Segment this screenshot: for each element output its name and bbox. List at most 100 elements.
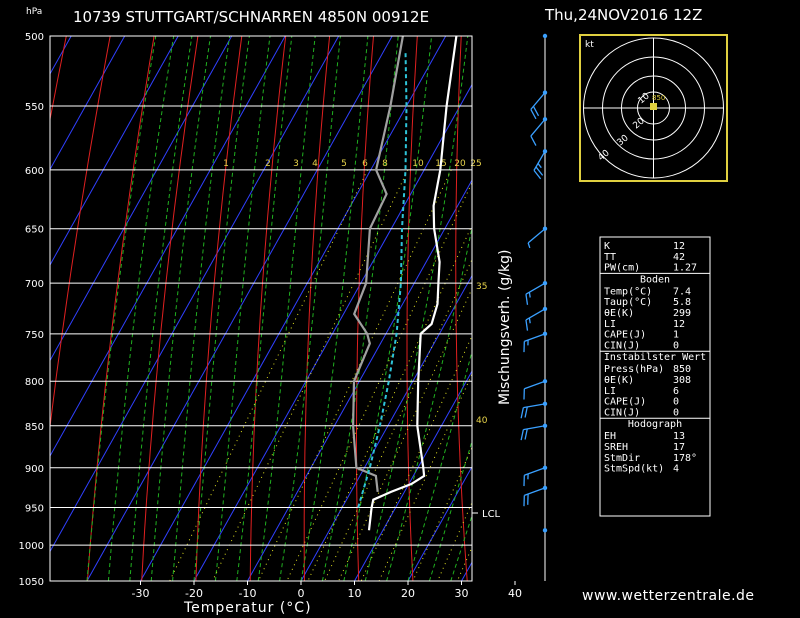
wind-barb-feather	[520, 429, 524, 441]
moist-adiabat-line	[343, 36, 433, 581]
wind-barb	[523, 467, 546, 487]
mixing-ratio-label: 20	[454, 159, 466, 169]
index-label: SREH	[604, 442, 628, 453]
mixing-ratio-label: 2	[265, 159, 271, 169]
x-axis-title: Temperatur (°C)	[183, 600, 312, 616]
mixing-ratio-line	[286, 181, 472, 581]
mixing-ratio-line	[169, 169, 368, 581]
pressure-tick-label: 1050	[19, 577, 44, 588]
index-value: 12	[673, 319, 685, 330]
wind-barb	[523, 333, 546, 353]
x-tick-label: -30	[132, 587, 150, 600]
moist-adiabat-line	[214, 36, 271, 581]
index-label: PW(cm)	[604, 263, 640, 274]
index-value: 7.4	[673, 286, 691, 297]
pressure-tick-label: 650	[25, 225, 44, 236]
index-label: CAPE(J)	[604, 330, 646, 341]
dry-adiabat-line	[455, 36, 468, 581]
isotherm-line	[515, 36, 800, 581]
index-label: TT	[604, 252, 616, 263]
wind-barb	[523, 380, 546, 400]
pressure-tick-label: 750	[25, 330, 44, 341]
mixing-ratio-label: 1	[223, 159, 229, 169]
x-tick-label: -10	[239, 587, 257, 600]
pressure-tick-label: 850	[25, 422, 44, 433]
sounding-profiles	[351, 36, 458, 531]
wind-barb-feather	[535, 166, 544, 176]
mixing-ratio-label: 10	[412, 159, 424, 169]
moist-adiabat-line	[150, 36, 211, 581]
index-value: 5.8	[673, 297, 691, 308]
index-value: 13	[673, 431, 685, 442]
footer-url: www.wetterzentrale.de	[582, 588, 755, 604]
x-tick-label: 20	[401, 587, 415, 600]
mixing-ratio-label: 5	[341, 159, 347, 169]
index-label: CIN(J)	[604, 407, 640, 418]
moist-adiabat-line	[86, 36, 157, 581]
mixing-ratio-line	[488, 170, 666, 581]
isotherm-line	[193, 83, 472, 581]
dry-adiabat-line	[195, 36, 243, 581]
moist-adiabat-line	[279, 36, 341, 581]
pressure-tick-label: 600	[25, 166, 44, 177]
mixing-ratio-axis-title: Mischungsverh. (g/kg)	[497, 250, 513, 405]
index-label: Taup(°C)	[604, 297, 652, 308]
wind-barb	[523, 487, 546, 507]
moist-adiabat-line	[257, 36, 316, 581]
index-section-title: Hodograph	[628, 419, 682, 430]
index-label: Press(hPa)	[604, 364, 664, 375]
dry-adiabat-line	[549, 36, 576, 581]
mixing-ratio-label: 3	[293, 159, 299, 169]
wind-barb	[525, 308, 546, 331]
mixing-ratio-label: 40	[476, 416, 488, 426]
parcel-profile-line	[357, 50, 408, 508]
dry-adiabat-line	[50, 36, 111, 431]
moist-adiabat-line	[236, 36, 293, 581]
index-label: LI	[604, 386, 616, 397]
dewpoint-profile-line	[351, 36, 404, 493]
index-label: LI	[604, 319, 616, 330]
wind-profile	[520, 33, 548, 581]
hodograph-storm-marker	[650, 103, 657, 110]
isotherm-line	[354, 370, 472, 581]
index-value: 17	[673, 442, 685, 453]
dry-adiabat-line	[141, 36, 199, 581]
hodograph-frame	[579, 34, 728, 182]
isotherm-line	[0, 36, 18, 581]
wind-barb	[530, 92, 546, 120]
temperature-profile-line	[367, 36, 458, 531]
index-value: 299	[673, 308, 691, 319]
pressure-axis: 500 550 600 650 700 750 800 850 900 950 1000 1050	[19, 32, 44, 588]
index-value: 42	[673, 252, 685, 263]
isotherm-line	[300, 274, 472, 581]
moist-adiabat-line	[428, 439, 472, 581]
temperature-axis: -30 -20 -10 0 10 20 30 40	[132, 581, 522, 600]
moist-adiabat-line	[107, 36, 175, 581]
index-label: StmSpd(kt)	[604, 464, 664, 475]
index-label: θE(K)	[604, 308, 634, 319]
wind-barb-feather	[525, 319, 529, 331]
x-tick-label: 0	[298, 587, 305, 600]
moist-adiabat-line	[172, 36, 231, 581]
wind-barb-station	[542, 33, 548, 39]
index-value: 1	[673, 330, 679, 341]
mixing-ratio-line	[212, 169, 409, 581]
dry-adiabat-line	[768, 36, 800, 581]
index-label: Temp(°C)	[604, 286, 652, 297]
wind-barb	[525, 282, 546, 305]
wind-barb-feather	[528, 317, 531, 324]
isotherm-line	[50, 36, 233, 362]
index-label: θE(K)	[604, 375, 634, 386]
wind-barb-feather	[537, 163, 542, 169]
isotherm-line	[50, 36, 72, 75]
index-label: CIN(J)	[604, 340, 640, 351]
datetime-label: Thu,24NOV2016 12Z	[544, 6, 702, 24]
dry-adiabat-line	[50, 36, 67, 122]
isotherm-line	[407, 465, 472, 581]
hpa-unit-label: hPa	[26, 7, 42, 17]
dry-adiabat-line	[303, 36, 331, 581]
wind-barb-feather	[530, 135, 537, 146]
mixing-ratio-line	[257, 169, 452, 581]
pressure-tick-label: 700	[25, 279, 44, 290]
